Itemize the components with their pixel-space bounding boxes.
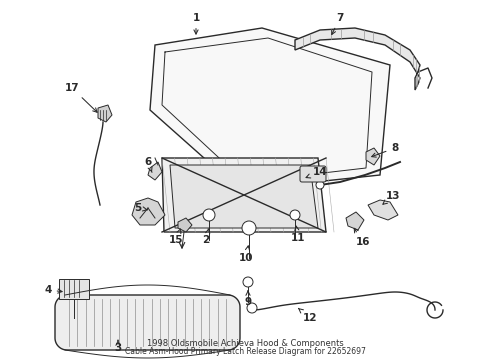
Text: 11: 11	[291, 226, 305, 243]
Text: 7: 7	[332, 13, 343, 35]
Circle shape	[316, 181, 324, 189]
Polygon shape	[170, 165, 318, 228]
Circle shape	[290, 210, 300, 220]
Text: 13: 13	[383, 191, 400, 204]
Polygon shape	[148, 162, 162, 180]
Polygon shape	[346, 212, 364, 230]
Circle shape	[243, 277, 253, 287]
Text: 4: 4	[44, 285, 62, 295]
Text: Cable Asm-Hood Primary Latch Release Diagram for 22652697: Cable Asm-Hood Primary Latch Release Dia…	[124, 347, 366, 356]
Text: 9: 9	[245, 291, 251, 307]
Circle shape	[242, 221, 256, 235]
Text: 1998 Oldsmobile Achieva Hood & Components: 1998 Oldsmobile Achieva Hood & Component…	[147, 339, 343, 348]
Circle shape	[247, 303, 257, 313]
Text: 1: 1	[193, 13, 199, 34]
Polygon shape	[368, 200, 398, 220]
Text: 5: 5	[134, 203, 147, 213]
Polygon shape	[55, 295, 240, 350]
Text: 3: 3	[114, 340, 122, 353]
Polygon shape	[295, 28, 420, 90]
FancyBboxPatch shape	[59, 279, 89, 299]
Text: 15: 15	[169, 229, 183, 245]
Text: 10: 10	[239, 246, 253, 263]
Polygon shape	[150, 28, 390, 190]
Text: 8: 8	[372, 143, 399, 157]
Text: 14: 14	[306, 167, 327, 178]
Text: 17: 17	[65, 83, 97, 112]
Polygon shape	[366, 148, 380, 165]
Polygon shape	[178, 218, 192, 232]
Text: 16: 16	[354, 228, 370, 247]
Polygon shape	[162, 158, 326, 232]
FancyBboxPatch shape	[300, 166, 326, 182]
Polygon shape	[98, 105, 112, 122]
Polygon shape	[132, 198, 165, 225]
Circle shape	[203, 209, 215, 221]
Text: 6: 6	[145, 157, 152, 172]
Text: 2: 2	[202, 229, 210, 245]
Text: 12: 12	[298, 309, 317, 323]
